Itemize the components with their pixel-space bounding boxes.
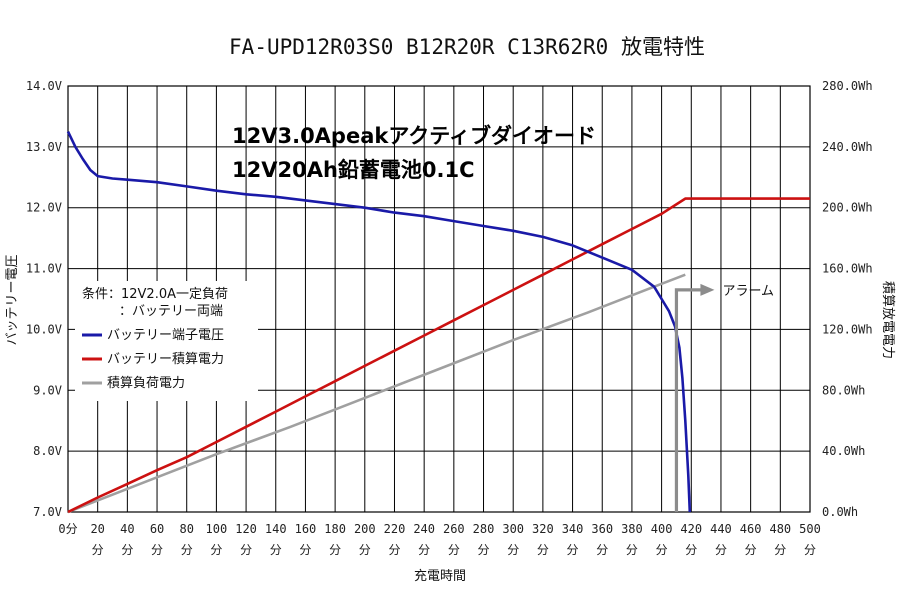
series-line-2 [67, 197, 810, 514]
x-tick-label: 480 [769, 522, 791, 536]
x-tick-unit-label: 分 [507, 543, 519, 557]
x-tick-label: 100 [206, 522, 228, 536]
legend-label-2: バッテリー積算電力 [107, 352, 224, 367]
product-annotation-line2: 12V20Ah鉛蓄電池0.1C [232, 158, 475, 182]
x-tick-unit-label: 分 [121, 543, 133, 557]
x-tick-label: 340 [562, 522, 584, 536]
legend-label-3: 積算負荷電力 [107, 376, 185, 391]
condition-note-line2: ：バッテリー両端 [119, 304, 223, 319]
x-tick-unit-label: 分 [240, 543, 252, 557]
plot-frame [67, 85, 811, 513]
x-tick-unit-label: 分 [388, 543, 400, 557]
x-tick-label: 460 [740, 522, 762, 536]
x-tick-label: 300 [502, 522, 524, 536]
series-line-3 [67, 273, 686, 514]
x-tick-unit-label: 分 [299, 543, 311, 557]
series-lines [66, 131, 810, 514]
x-tick-label: 400 [651, 522, 673, 536]
alarm-label: アラーム [722, 284, 774, 299]
y-right-tick-label: 80.0Wh [822, 383, 865, 397]
alarm-arrow-icon [700, 283, 715, 296]
y-left-tick-label: 12.0V [26, 201, 62, 215]
legend: 条件：12V2.0A一定負荷 ：バッテリー両端 バッテリー端子電圧バッテリー積算… [75, 281, 258, 401]
x-tick-unit-label: 分 [745, 543, 757, 557]
x-tick-label: 0分 [58, 522, 77, 536]
x-tick-unit-label: 分 [774, 543, 786, 557]
x-tick-unit-label: 分 [567, 543, 579, 557]
condition-note-line1: 条件：12V2.0A一定負荷 [82, 286, 228, 302]
x-tick-unit-label: 分 [181, 543, 193, 557]
y-right-tick-label: 0.0Wh [822, 505, 858, 519]
alarm-line [674, 288, 705, 512]
x-tick-label: 80 [179, 522, 193, 536]
y-right-tick-label: 40.0Wh [822, 444, 865, 458]
y-left-tick-label: 8.0V [33, 444, 62, 458]
x-tick-unit-label: 分 [359, 543, 371, 557]
x-tick-unit-label: 分 [270, 543, 282, 557]
series-line-1 [66, 131, 692, 513]
x-tick-unit-label: 分 [210, 543, 222, 557]
y-right-tick-label: 240.0Wh [822, 140, 873, 154]
x-tick-unit-label: 分 [418, 543, 430, 557]
left-axis-ticks: 7.0V 8.0V 9.0V 10.0V 11.0V 12.0V 13.0V 14.0V [26, 79, 62, 519]
x-tick-unit-label: 分 [329, 543, 341, 557]
y-right-tick-label: 200.0Wh [822, 201, 873, 215]
x-tick-label: 220 [384, 522, 406, 536]
x-tick-unit-label: 分 [478, 543, 490, 557]
y-axis-label-left: バッテリー電圧 [5, 254, 20, 345]
grid-lines [67, 85, 811, 513]
y-left-tick-label: 7.0V [33, 505, 62, 519]
x-tick-unit-label: 分 [715, 543, 727, 557]
x-tick-label: 380 [621, 522, 643, 536]
alarm-indicator: アラーム [674, 283, 774, 512]
y-left-tick-label: 14.0V [26, 79, 62, 93]
x-tick-label: 60 [150, 522, 164, 536]
chart-title: FA-UPD12R03S0 B12R20R C13R62R0 放電特性 [229, 35, 705, 59]
x-tick-label: 180 [324, 522, 346, 536]
y-right-tick-label: 160.0Wh [822, 262, 873, 276]
x-tick-label: 500 [799, 522, 821, 536]
x-tick-unit-label: 分 [685, 543, 697, 557]
y-axis-label-right: 積算放電電力 [880, 281, 895, 359]
y-left-tick-label: 13.0V [26, 140, 62, 154]
x-tick-unit-label: 分 [656, 543, 668, 557]
x-tick-label: 280 [473, 522, 495, 536]
x-tick-label: 320 [532, 522, 554, 536]
product-annotation-line1: 12V3.0Apeakアクティブダイオード [232, 124, 596, 148]
x-tick-unit-label: 分 [596, 543, 608, 557]
x-tick-label: 440 [710, 522, 732, 536]
x-tick-unit-label: 分 [804, 543, 816, 557]
x-axis-label: 充電時間 [414, 568, 466, 584]
x-tick-label: 420 [680, 522, 702, 536]
x-tick-label: 40 [120, 522, 134, 536]
x-tick-unit-label: 分 [448, 543, 460, 557]
x-tick-label: 240 [413, 522, 435, 536]
x-tick-label: 140 [265, 522, 287, 536]
x-tick-unit-label: 分 [92, 543, 104, 557]
x-tick-label: 360 [591, 522, 613, 536]
x-tick-label: 260 [443, 522, 465, 536]
x-tick-unit-label: 分 [626, 543, 638, 557]
legend-label-1: バッテリー端子電圧 [107, 328, 224, 343]
y-left-tick-label: 9.0V [33, 383, 62, 397]
x-tick-unit-label: 分 [151, 543, 163, 557]
y-right-tick-label: 120.0Wh [822, 322, 873, 336]
y-right-tick-label: 280.0Wh [822, 79, 873, 93]
y-left-tick-label: 11.0V [26, 262, 62, 276]
x-axis-ticks: 0分 20 分 40 分 60 分 80 分 100 分 120 分 140 分 160 分 180 分 200 分 22… [58, 522, 820, 557]
x-tick-label: 20 [90, 522, 104, 536]
x-tick-unit-label: 分 [537, 543, 549, 557]
right-axis-ticks: 0.0Wh 40.0Wh 80.0Wh 120.0Wh 160.0Wh 200.0Wh 24… [822, 79, 873, 519]
x-tick-label: 160 [295, 522, 317, 536]
legend-background [75, 281, 258, 401]
x-tick-label: 200 [354, 522, 376, 536]
y-left-tick-label: 10.0V [26, 322, 62, 336]
x-tick-label: 120 [235, 522, 257, 536]
